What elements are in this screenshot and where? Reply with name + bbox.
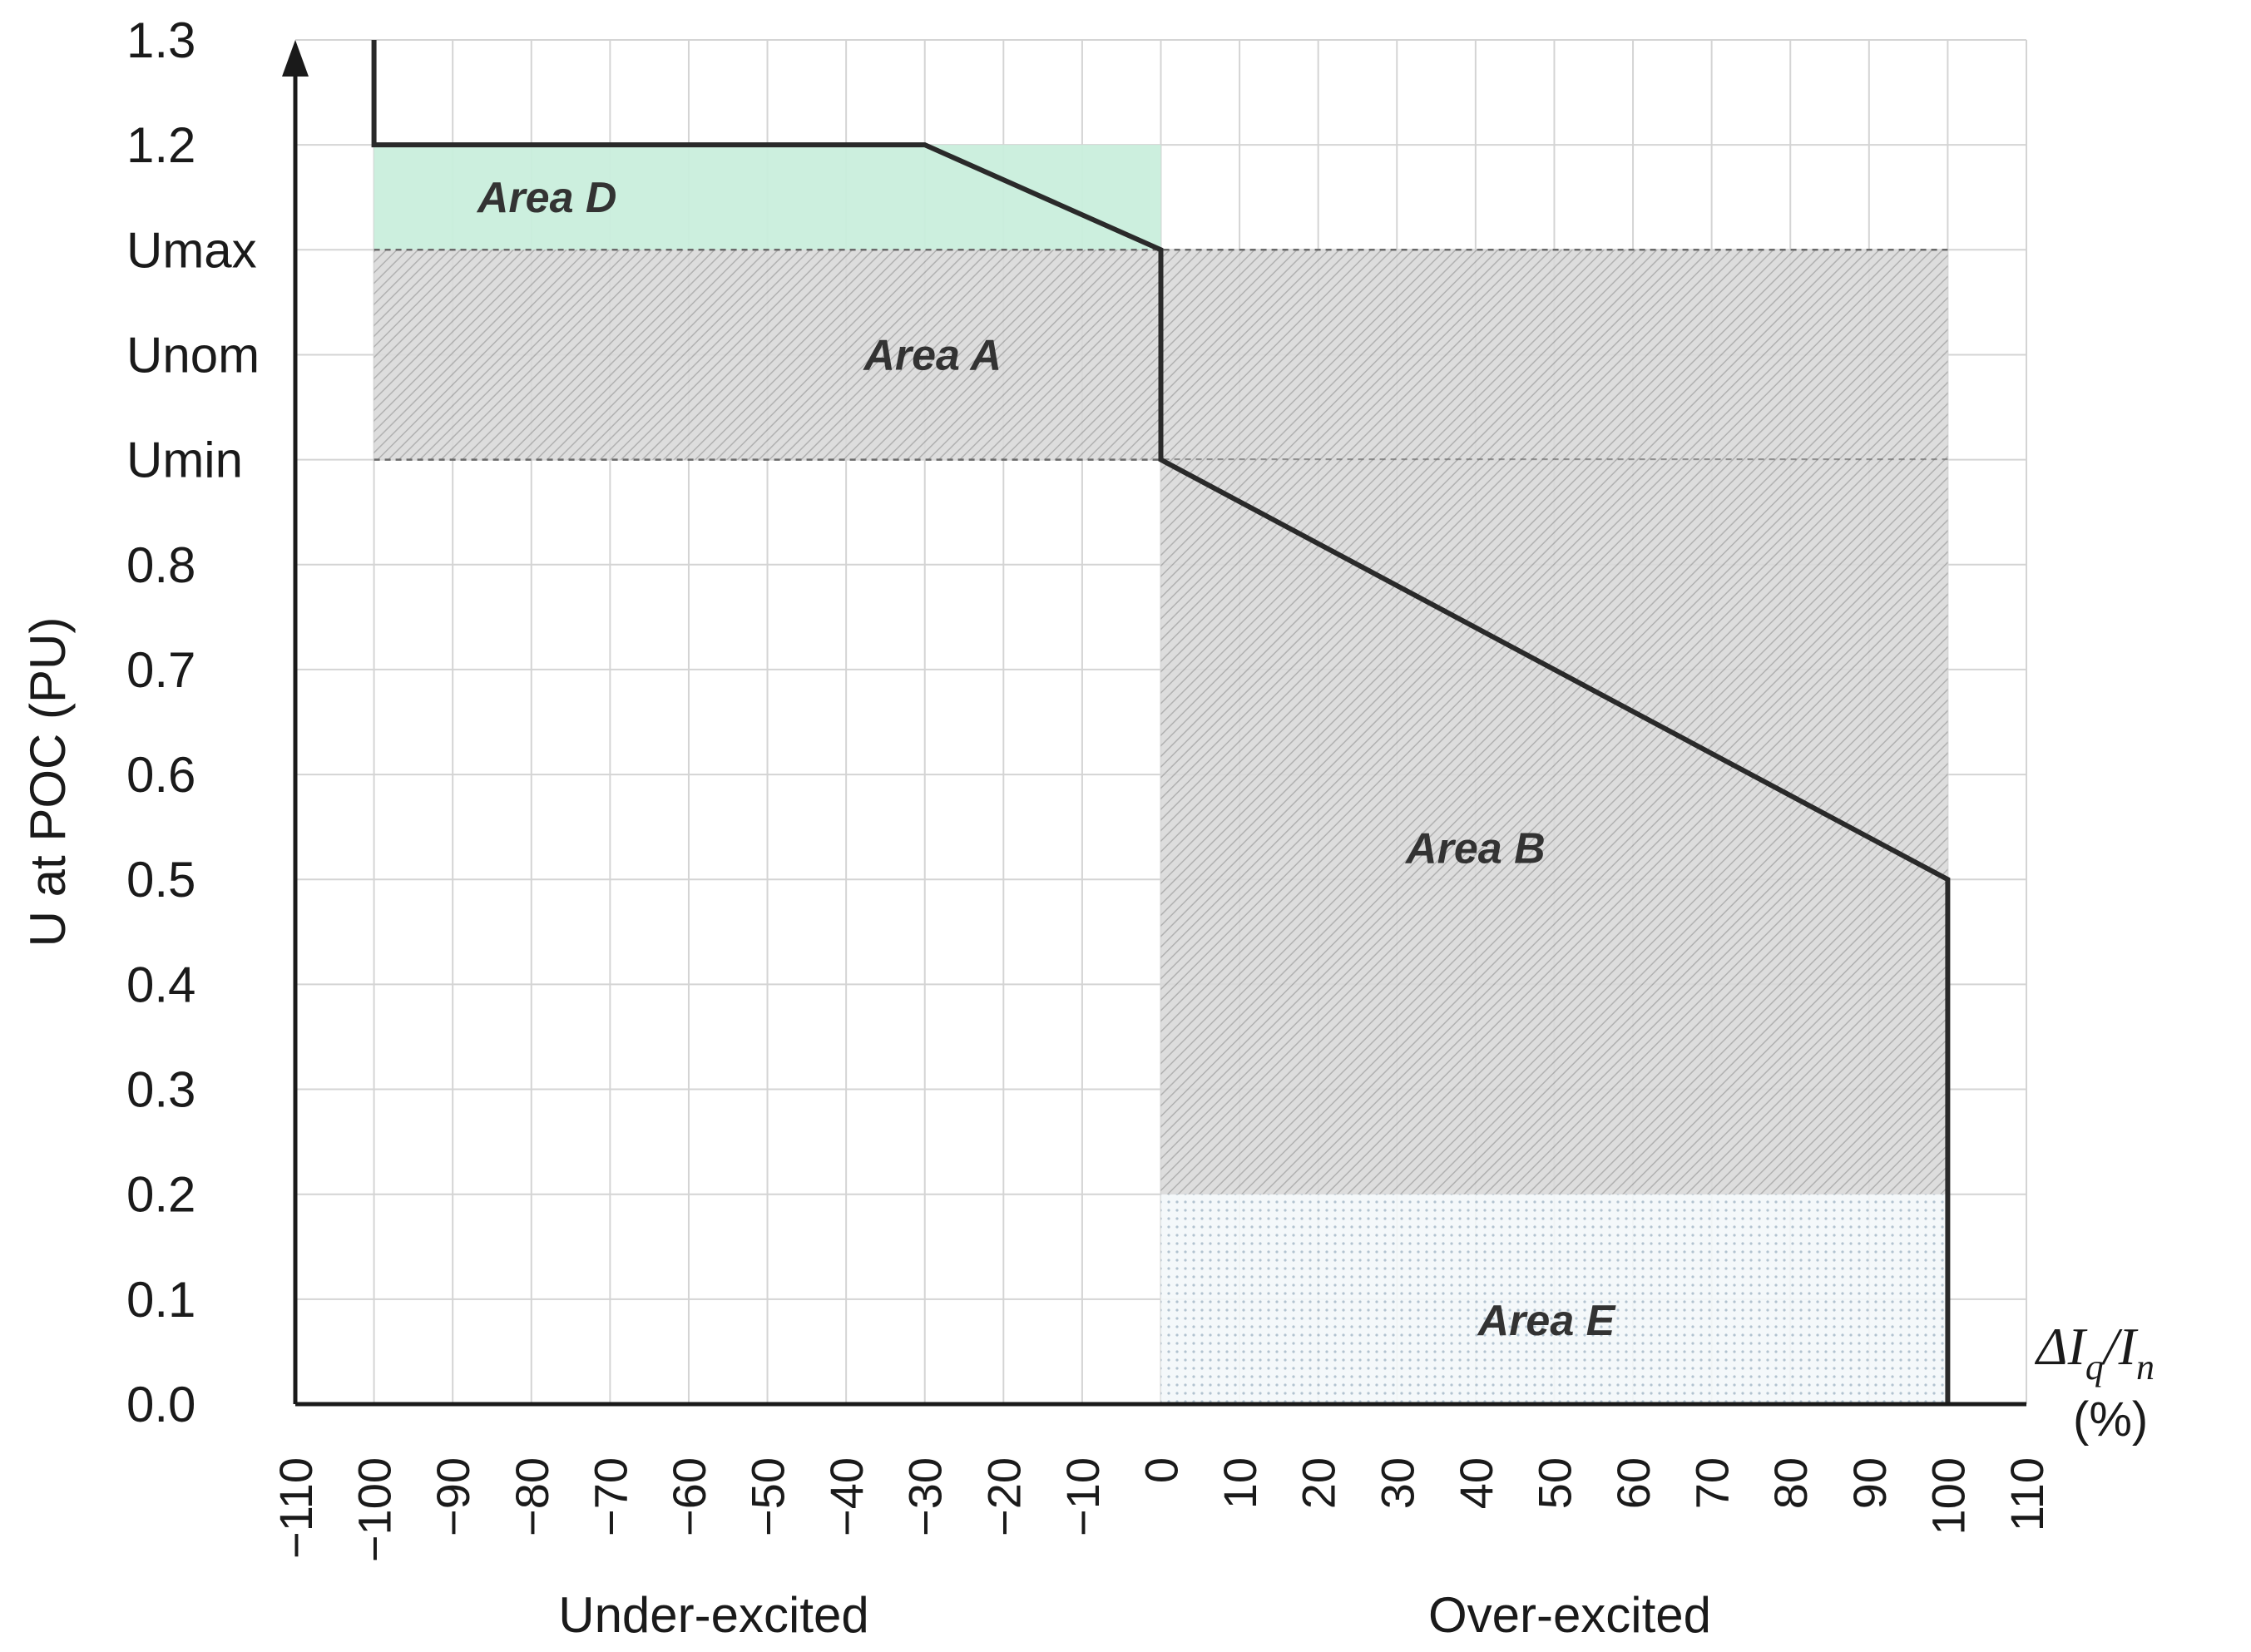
label-area-a: Area A [862, 331, 1002, 379]
x-tick-label-4: −70 [584, 1457, 636, 1536]
x-tick-label-14: 30 [1371, 1457, 1423, 1509]
axes [282, 40, 2026, 1407]
y-axis-arrow [282, 40, 309, 77]
label-area-b: Area B [1404, 824, 1546, 873]
y-tick-label-10: Unom [126, 327, 260, 383]
x-unit-slash: /I [2101, 1317, 2139, 1376]
region-area-b [1160, 459, 1948, 1194]
y-tick-label-4: 0.4 [126, 957, 195, 1012]
x-unit-delta: ΔI [2034, 1317, 2088, 1376]
y-tick-label-2: 0.2 [126, 1167, 195, 1223]
region-area-e [1160, 1194, 1948, 1404]
x-tick-label-11: 0 [1135, 1457, 1188, 1483]
x-tick-label-10: −10 [1056, 1457, 1109, 1536]
x-tick-label-22: 110 [2001, 1457, 2053, 1531]
x-tick-label-18: 70 [1686, 1457, 1739, 1509]
y-tick-label-0: 0.0 [126, 1377, 195, 1432]
y-tick-label-8: 0.8 [126, 537, 195, 593]
x-tick-label-13: 20 [1293, 1457, 1345, 1509]
over-excited-label: Over-excited [1428, 1587, 1711, 1643]
y-axis-title: U at POC (PU) [20, 617, 76, 947]
x-tick-label-6: −50 [742, 1457, 794, 1536]
x-tick-label-9: −20 [977, 1457, 1030, 1536]
x-tick-label-2: −90 [427, 1457, 479, 1536]
x-tick-label-20: 90 [1843, 1457, 1896, 1509]
region-area-d [374, 145, 1161, 250]
x-tick-label-21: 100 [1922, 1457, 1974, 1535]
under-excited-label: Under-excited [558, 1587, 869, 1643]
x-tick-label-3: −80 [506, 1457, 558, 1536]
y-tick-label-13: 1.3 [126, 12, 195, 68]
characteristic-line-group [371, 40, 1951, 1404]
y-tick-label-3: 0.3 [126, 1062, 195, 1118]
y-tick-label-12: 1.2 [126, 117, 195, 173]
x-tick-label-1: −100 [349, 1457, 401, 1562]
y-tick-label-5: 0.5 [126, 852, 195, 908]
x-tick-label-17: 60 [1607, 1457, 1660, 1509]
svg-text:ΔIq/In: ΔIq/In [2034, 1317, 2155, 1387]
x-tick-label-12: 10 [1214, 1457, 1266, 1509]
characteristic-line [371, 40, 1951, 1404]
y-tick-label-1: 0.1 [126, 1272, 195, 1328]
y-tick-label-7: 0.7 [126, 642, 195, 698]
labels: Area D Area A Area B Area E 0.0 0.1 0.2 0.3 0.4 0… [126, 12, 2053, 1562]
x-tick-label-5: −60 [663, 1457, 715, 1536]
x-tick-label-0: −110 [270, 1457, 322, 1559]
y-tick-label-6: 0.6 [126, 747, 195, 803]
y-tick-label-11: Umax [126, 222, 257, 278]
y-tick-label-9: Umin [126, 433, 243, 488]
x-tick-label-15: 40 [1450, 1457, 1502, 1509]
x-axis-unit: ΔIq/In (%) [2034, 1317, 2155, 1447]
x-tick-label-19: 80 [1764, 1457, 1817, 1509]
x-tick-label-16: 50 [1528, 1457, 1581, 1509]
label-area-e: Area E [1477, 1297, 1616, 1345]
x-unit-percent: (%) [2073, 1392, 2148, 1447]
label-area-d: Area D [476, 174, 617, 222]
x-tick-label-7: −40 [820, 1457, 873, 1536]
x-tick-label-8: −30 [899, 1457, 952, 1536]
x-unit-n: n [2136, 1347, 2155, 1387]
x-unit-q: q [2085, 1347, 2104, 1387]
